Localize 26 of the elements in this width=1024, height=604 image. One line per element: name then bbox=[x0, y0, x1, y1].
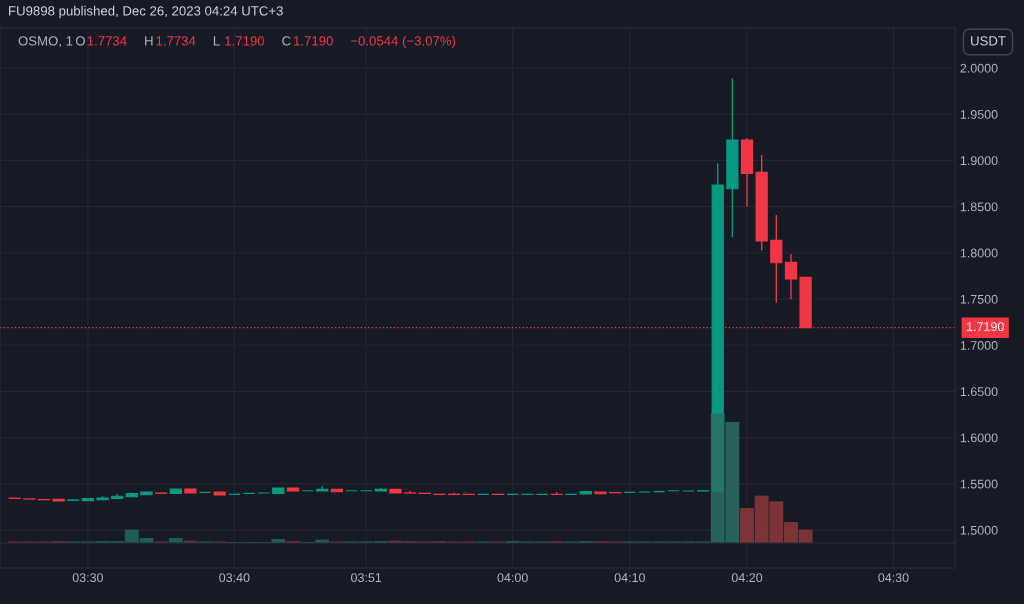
y-tick-label: 1.7500 bbox=[960, 294, 998, 304]
annotation: C1.7190 bbox=[282, 36, 333, 46]
ref-line-label: 1.7190 bbox=[967, 322, 1004, 332]
y-tick-label: 1.5500 bbox=[960, 479, 998, 489]
y-tick-label: 1.6000 bbox=[960, 433, 998, 443]
text: USDT bbox=[971, 36, 1006, 46]
text: FU9898 published, Dec 26, 2023 04:24 UTC+3 bbox=[9, 5, 283, 19]
y-tick-label: 1.5000 bbox=[960, 525, 998, 535]
annotation: H1.7734 bbox=[145, 36, 196, 46]
x-tick-label: 04:30 bbox=[878, 573, 909, 583]
y-tick-label: 1.8500 bbox=[960, 202, 998, 212]
x-tick-label: 03:40 bbox=[219, 573, 250, 583]
text: OSMO, 1 bbox=[18, 36, 73, 48]
y-tick-label: 2.0000 bbox=[960, 63, 998, 73]
y-tick-label: 1.9500 bbox=[960, 110, 998, 119]
y-tick-label: 1.8000 bbox=[960, 248, 998, 258]
annotation: −0.0544 (−3.07%) bbox=[350, 35, 456, 49]
x-tick-label: 04:20 bbox=[731, 573, 763, 583]
y-tick-label: 1.9000 bbox=[960, 156, 998, 166]
x-tick-label: 03:30 bbox=[72, 573, 104, 583]
x-tick-label: 04:00 bbox=[497, 573, 528, 583]
y-tick-label: 1.7000 bbox=[960, 341, 998, 350]
x-tick-label: 03:51 bbox=[351, 573, 382, 583]
y-tick-label: 1.6500 bbox=[960, 387, 998, 397]
x-tick-label: 04:10 bbox=[614, 573, 645, 583]
annotation: O1.7734 bbox=[75, 36, 127, 46]
